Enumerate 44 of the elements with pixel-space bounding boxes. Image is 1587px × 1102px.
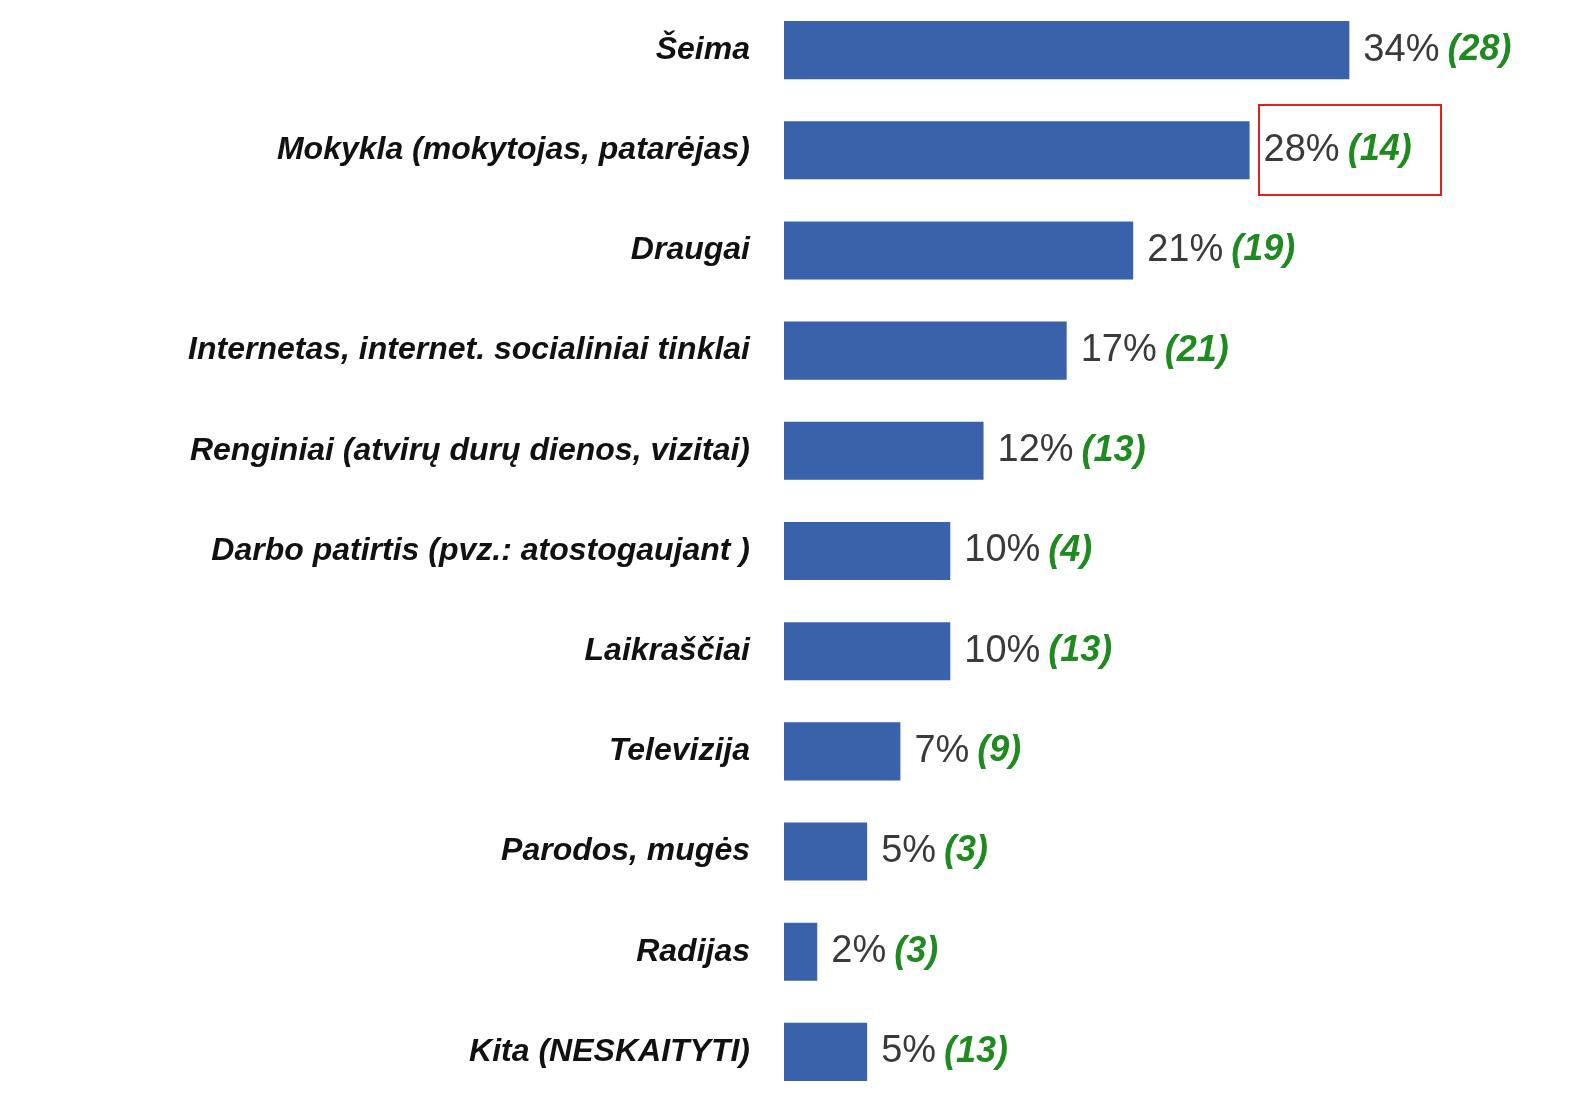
data-label: 21% — [1147, 226, 1224, 269]
data-label: 5% — [881, 828, 937, 871]
annotation: (3) — [944, 828, 989, 870]
y-tick-label: Darbo patirtis (pvz.: atostogaujant ) — [211, 530, 750, 567]
annotation: (21) — [1164, 327, 1229, 369]
bar — [784, 521, 951, 581]
y-tick-label: Parodos, mugės — [501, 831, 750, 868]
y-tick-label: Internetas, internet. socialiniai tinklai — [188, 330, 752, 367]
annotation: (14) — [1347, 127, 1412, 169]
bar — [784, 221, 1134, 280]
y-tick-label: Renginiai (atvirų durų dienos, vizitai) — [189, 430, 750, 467]
data-label: 10% — [964, 627, 1041, 670]
y-tick-label: Kita (NESKAITYTI) — [469, 1031, 750, 1068]
annotation: (3) — [894, 928, 939, 970]
annotation: (19) — [1231, 227, 1296, 269]
bar — [784, 421, 984, 480]
annotation: (4) — [1048, 527, 1093, 569]
y-tick-label: Draugai — [630, 230, 752, 267]
annotation: (13) — [1048, 628, 1113, 670]
data-label: 17% — [1080, 327, 1157, 370]
bar — [784, 321, 1067, 380]
bar — [784, 21, 1350, 80]
y-tick-label: Šeima — [655, 29, 750, 66]
bar — [784, 622, 951, 681]
data-label: 2% — [831, 928, 887, 971]
bar — [784, 922, 818, 981]
data-label: 10% — [964, 527, 1041, 570]
annotation: (13) — [944, 1028, 1009, 1070]
bar — [784, 822, 868, 881]
data-label: 12% — [997, 427, 1074, 470]
data-label: 5% — [881, 1028, 937, 1071]
bar — [784, 1022, 868, 1081]
y-tick-label: Laikraščiai — [584, 631, 752, 668]
text: (28) — [1447, 27, 1512, 69]
bar — [784, 722, 901, 781]
y-tick-label: Radijas — [636, 931, 750, 968]
y-tick-label: Mokykla (mokytojas, patarėjas) — [276, 130, 750, 167]
annotation: (13) — [1081, 427, 1146, 469]
data-label: 7% — [914, 727, 970, 770]
data-label: 28% — [1263, 126, 1340, 169]
y-tick-label: Televizija — [608, 731, 750, 768]
bar — [784, 121, 1250, 180]
annotation: (9) — [977, 728, 1022, 770]
data-label: 34% — [1363, 26, 1440, 69]
